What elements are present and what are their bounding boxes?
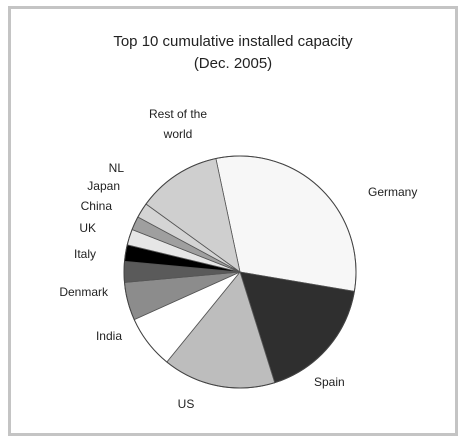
- slice-label-japan: Japan: [87, 179, 120, 193]
- slice-label-rest-of-world-line2: world: [163, 127, 193, 141]
- chart-title: Top 10 cumulative installed capacity: [113, 33, 353, 50]
- slice-label-rest-of-world-line1: Rest of the: [149, 107, 207, 121]
- slice-label-india: India: [96, 329, 122, 343]
- slice-label-china: China: [81, 199, 113, 213]
- chart-title-block: Top 10 cumulative installed capacity (De…: [11, 31, 455, 75]
- pie-outline: [123, 155, 357, 389]
- slice-label-germany: Germany: [368, 185, 417, 199]
- slice-label-uk: UK: [79, 221, 96, 235]
- slice-label-denmark: Denmark: [59, 285, 109, 299]
- slice-label-spain: Spain: [314, 375, 345, 389]
- slice-label-italy: Italy: [74, 247, 96, 261]
- slice-label-nl: NL: [109, 161, 125, 175]
- slice-label-us: US: [178, 397, 195, 411]
- chart-subtitle: (Dec. 2005): [193, 55, 273, 72]
